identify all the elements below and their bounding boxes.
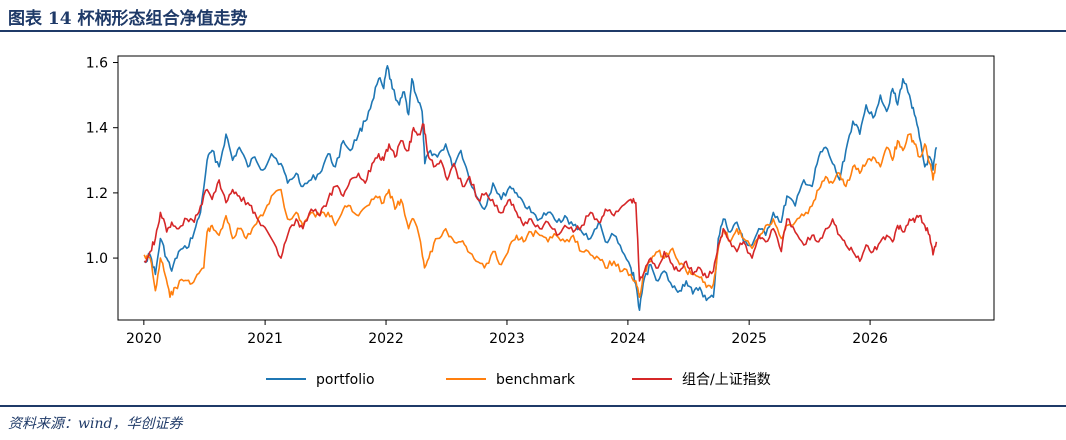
y-tick-label: 1.4 <box>86 121 108 137</box>
legend-label: benchmark <box>496 372 576 388</box>
x-tick-label: 2024 <box>610 331 646 347</box>
legend: portfolio benchmark 组合/上证指数 <box>266 372 771 388</box>
chart-area: 1.0 1.2 1.4 1.6 2020 2021 2022 2023 2024 2025 202… <box>0 32 1066 402</box>
y-tick-label: 1.2 <box>86 186 108 202</box>
series-line-0 <box>143 65 938 311</box>
x-tick-label: 2021 <box>247 331 283 347</box>
series-line-2 <box>143 123 938 282</box>
title-divider <box>0 30 1066 32</box>
line-chart: 1.01.21.41.6 2020 2021 2022 2023 2024 2025 202… <box>86 55 995 388</box>
figure-title: 图表 14 杯柄形态组合净值走势 <box>8 9 248 29</box>
y-tick-label: 1.6 <box>86 56 108 72</box>
x-tick-label: 2023 <box>489 331 525 347</box>
figure-header: 图表 14 杯柄形态组合净值走势 <box>0 0 1066 32</box>
plot-frame <box>117 55 995 321</box>
y-tick-label: 1.0 <box>86 251 108 267</box>
legend-label: portfolio <box>316 372 375 388</box>
x-tick-label: 2026 <box>852 331 888 347</box>
x-tick-label: 2022 <box>368 331 404 347</box>
x-tick-label: 2020 <box>126 331 162 347</box>
series-layer <box>143 65 938 311</box>
source-note: 资料来源：wind，华创证券 <box>8 416 183 432</box>
x-axis: 2020 2021 2022 2023 2024 2025 2026 <box>126 320 888 347</box>
y-axis: 1.0 1.2 1.4 1.6 <box>86 56 118 267</box>
series-line-1 <box>143 133 938 298</box>
x-tick-label: 2025 <box>731 331 767 347</box>
footer-divider <box>0 405 1066 407</box>
legend-label: 组合/上证指数 <box>682 372 771 388</box>
